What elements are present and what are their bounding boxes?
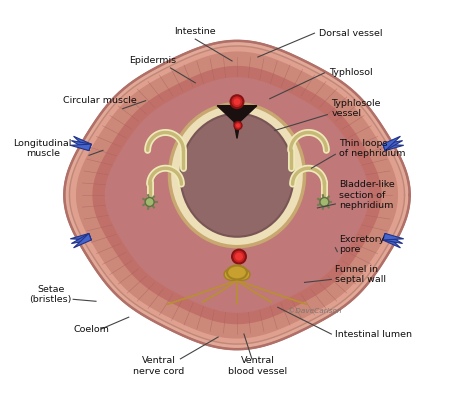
Polygon shape [93,66,381,324]
Polygon shape [383,234,404,240]
Text: Coelom: Coelom [73,325,109,334]
Ellipse shape [230,95,244,108]
Text: Ventral
blood vessel: Ventral blood vessel [228,356,287,376]
Text: Intestinal lumen: Intestinal lumen [335,330,412,339]
Text: Funnel in
septal wall: Funnel in septal wall [335,265,386,284]
Text: Longitudinal
muscle: Longitudinal muscle [14,139,72,158]
Polygon shape [383,140,402,150]
Text: Thin loops
of nephridium: Thin loops of nephridium [339,139,406,158]
Polygon shape [383,144,404,150]
Ellipse shape [232,250,246,263]
Ellipse shape [227,265,247,279]
Ellipse shape [181,113,293,237]
Polygon shape [64,41,410,349]
Ellipse shape [170,103,304,247]
Polygon shape [383,234,402,244]
Text: Circular muscle: Circular muscle [63,96,137,105]
Ellipse shape [236,123,240,127]
Polygon shape [70,234,91,240]
Text: Bladder-like
section of
nephridium: Bladder-like section of nephridium [339,180,395,210]
Ellipse shape [320,197,329,207]
Polygon shape [217,105,257,139]
Text: Excretory
pore: Excretory pore [339,235,385,254]
Polygon shape [105,78,369,312]
Text: Dorsal vessel: Dorsal vessel [319,29,383,38]
Ellipse shape [234,121,242,129]
Ellipse shape [235,253,243,261]
Text: Intestine: Intestine [174,27,216,36]
Polygon shape [77,52,397,338]
Ellipse shape [234,269,250,281]
Polygon shape [72,140,91,150]
Polygon shape [70,144,91,150]
Polygon shape [383,234,401,248]
Polygon shape [70,46,404,344]
Ellipse shape [234,98,240,105]
Ellipse shape [145,197,154,207]
Polygon shape [383,136,401,150]
Polygon shape [73,136,91,150]
Text: ©DaveCarlson: ©DaveCarlson [288,308,341,314]
Text: Typhlosole
vessel: Typhlosole vessel [331,99,381,118]
Text: Epidermis: Epidermis [129,57,176,65]
Text: Setae
(bristles): Setae (bristles) [29,285,72,304]
Polygon shape [73,234,91,248]
Text: Typhlosol: Typhlosol [329,68,373,77]
Text: Ventral
nerve cord: Ventral nerve cord [133,356,184,376]
Ellipse shape [224,269,240,281]
Polygon shape [72,234,91,244]
